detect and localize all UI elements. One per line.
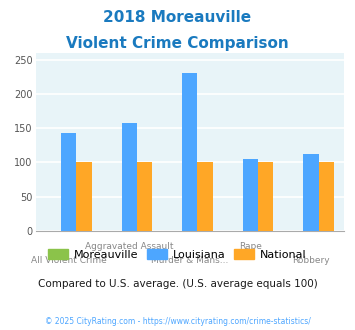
Bar xyxy=(122,123,137,231)
Text: Murder & Mans...: Murder & Mans... xyxy=(151,256,229,265)
Text: Rape: Rape xyxy=(239,242,262,251)
Text: © 2025 CityRating.com - https://www.cityrating.com/crime-statistics/: © 2025 CityRating.com - https://www.city… xyxy=(45,317,310,326)
Bar xyxy=(258,162,273,231)
Bar xyxy=(197,162,213,231)
Text: Aggravated Assault: Aggravated Assault xyxy=(85,242,174,251)
Text: All Violent Crime: All Violent Crime xyxy=(31,256,107,265)
Bar xyxy=(137,162,152,231)
Bar xyxy=(304,153,319,231)
Bar xyxy=(76,162,92,231)
Text: Robbery: Robbery xyxy=(292,256,330,265)
Bar xyxy=(319,162,334,231)
Legend: Moreauville, Louisiana, National: Moreauville, Louisiana, National xyxy=(44,245,311,264)
Text: Compared to U.S. average. (U.S. average equals 100): Compared to U.S. average. (U.S. average … xyxy=(38,279,317,289)
Text: 2018 Moreauville: 2018 Moreauville xyxy=(103,10,252,25)
Bar xyxy=(61,133,76,231)
Bar xyxy=(182,73,197,231)
Bar xyxy=(243,159,258,231)
Text: Violent Crime Comparison: Violent Crime Comparison xyxy=(66,36,289,51)
